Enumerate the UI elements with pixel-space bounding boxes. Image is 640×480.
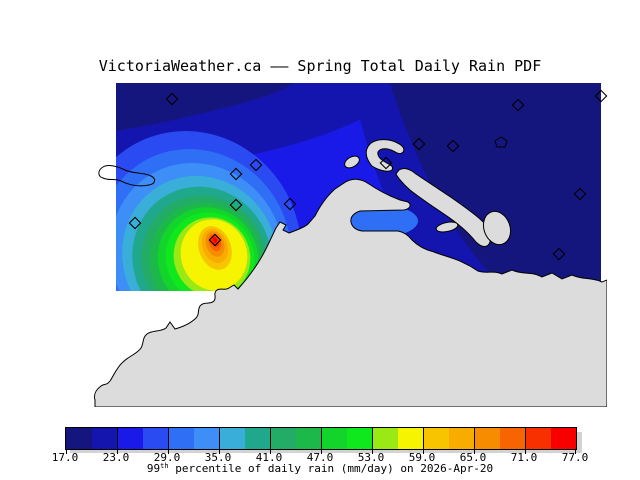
colorbar-tick (219, 428, 220, 449)
colorbar-tick-stub (66, 449, 67, 454)
colorbar-segment (550, 428, 576, 449)
colorbar-segment (525, 428, 551, 449)
land-ne-strip (395, 168, 491, 247)
station-marker (446, 139, 460, 153)
station-marker (208, 233, 222, 247)
colorbar-tick-stub (168, 449, 169, 454)
caption-superscript: th (160, 462, 169, 470)
colorbar-segment (346, 428, 372, 449)
colorbar-segment (448, 428, 474, 449)
station-marker (552, 247, 566, 261)
outline-islands (98, 136, 508, 187)
land-shapes (94, 139, 607, 407)
colorbar-segment (91, 428, 117, 449)
station-marker (229, 198, 243, 212)
colorbar-segment (423, 428, 449, 449)
station-marker (165, 92, 179, 106)
colorbar-tick-label: 29.0 (153, 451, 181, 464)
caption-number: 99 (146, 462, 161, 475)
colorbar-tick-label: 17.0 (51, 451, 79, 464)
colorbar-tick (372, 428, 373, 449)
colorbar-segment (474, 428, 500, 449)
station-marker (249, 158, 263, 172)
station-marker (128, 216, 142, 230)
land-olympic-peninsula (94, 178, 607, 407)
station-marker (283, 197, 297, 211)
land-islet-west-of-spit (344, 155, 360, 169)
colorbar-segment (66, 428, 92, 449)
colorbar-segment (219, 428, 245, 449)
colorbar-segment (168, 428, 194, 449)
colorbar-segment (142, 428, 168, 449)
station-marker (594, 89, 608, 103)
colorbar-segment (372, 428, 398, 449)
land-group (94, 139, 607, 407)
colorbar-segment (397, 428, 423, 449)
station-marker (511, 98, 525, 112)
colorbar-tick (168, 428, 169, 449)
colorbar-tick-label: 53.0 (357, 451, 385, 464)
colorbar-tick-stub (525, 449, 526, 454)
land-ne-blob (482, 210, 512, 246)
colorbar-segment (295, 428, 321, 449)
colorbar-tick-label: 47.0 (306, 451, 334, 464)
colorbar-tick (270, 428, 271, 449)
colorbar-tick-stub (575, 449, 576, 454)
colorbar-tick-label: 65.0 (459, 451, 487, 464)
colorbar-segment (244, 428, 270, 449)
station-marker (412, 137, 426, 151)
page-title: VictoriaWeather.ca —— Spring Total Daily… (98, 57, 542, 75)
colorbar-tick (321, 428, 322, 449)
outline-island-west (98, 165, 156, 187)
colorbar-tick-label: 71.0 (510, 451, 538, 464)
colorbar-tick-stub (321, 449, 322, 454)
colorbar-segment (499, 428, 525, 449)
plume-ring-20 (212, 237, 218, 243)
colorbar-segment (117, 428, 143, 449)
land-hook-spit (365, 139, 405, 172)
colorbar-tick-stub (423, 449, 424, 454)
colorbar-segments (66, 428, 576, 449)
colorbar-tick-stub (474, 449, 475, 454)
station-marker (229, 167, 243, 181)
colorbar-tick (474, 428, 475, 449)
contour-navy1-left (116, 83, 293, 131)
contour-bay-bright (342, 205, 418, 237)
land-protection-islet (435, 221, 459, 233)
contour-navy1-right (390, 83, 601, 291)
outline-islet-east (494, 136, 508, 148)
colorbar-tick-stub (117, 449, 118, 454)
colorbar-tick-stub (219, 449, 220, 454)
colorbar (65, 427, 577, 454)
colorbar-segment (270, 428, 296, 449)
colorbar-tick (117, 428, 118, 449)
colorbar-tick-label: 23.0 (102, 451, 130, 464)
colorbar-segment (193, 428, 219, 449)
colorbar-tick-stub (372, 449, 373, 454)
colorbar-segment (321, 428, 347, 449)
colorbar-tick-label: 41.0 (255, 451, 283, 464)
station-marker (573, 187, 587, 201)
colorbar-tick-label: 59.0 (408, 451, 436, 464)
colorbar-tick-label: 77.0 (561, 451, 589, 464)
caption-text: percentile of daily rain (mm/day) on 202… (168, 462, 494, 475)
colorbar-tick-label: 35.0 (204, 451, 232, 464)
colorbar-tick (525, 428, 526, 449)
station-markers (128, 89, 608, 261)
colorbar-caption: 99th percentile of daily rain (mm/day) o… (0, 462, 640, 475)
colorbar-tick (423, 428, 424, 449)
station-marker (379, 156, 393, 170)
colorbar-tick-stub (270, 449, 271, 454)
